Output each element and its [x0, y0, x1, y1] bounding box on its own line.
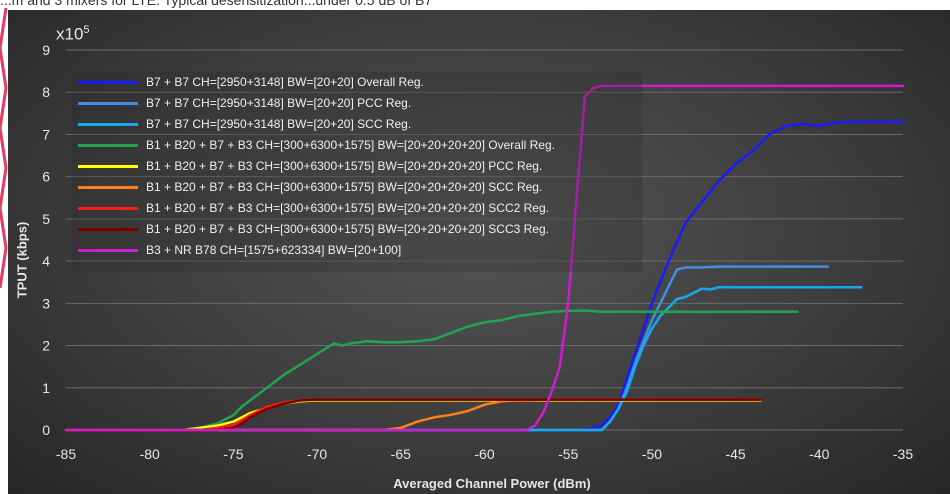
legend-swatch	[78, 101, 138, 105]
chart-legend: B7 + B7 CH=[2950+3148] BW=[20+20] Overal…	[72, 72, 642, 272]
y-axis-title: TPUT (kbps)	[12, 190, 32, 330]
series-line-4	[64, 309, 799, 432]
x-tick-label: -75	[223, 446, 243, 462]
chart-panel: 0 1 2 3 4 5 6 7 8 9 -85 -80 -75 -70 -65 -60 -55 -50 -45 -40…	[8, 10, 950, 494]
legend-label: B3 + NR B78 CH=[1575+623334] BW=[20+100]	[146, 243, 402, 257]
y-tick-label: 6	[42, 169, 50, 185]
series-line-2	[64, 265, 829, 432]
x-tick-label: -45	[725, 446, 745, 462]
y-axis-multiplier-exponent: 5	[83, 24, 90, 36]
x-tick-label: -35	[893, 446, 913, 462]
y-tick-label: 8	[42, 84, 50, 100]
legend-swatch	[78, 122, 138, 126]
legend-label: B7 + B7 CH=[2950+3148] BW=[20+20] PCC Re…	[146, 96, 412, 110]
y-tick-label: 4	[42, 253, 50, 269]
y-tick-label: 0	[42, 422, 50, 438]
series-line-1	[64, 120, 905, 432]
page-decoration	[0, 8, 8, 289]
legend-item: B1 + B20 + B7 + B3 CH=[300+6300+1575] BW…	[72, 135, 555, 155]
legend-swatch	[78, 164, 138, 168]
legend-item: B7 + B7 CH=[2950+3148] BW=[20+20] Overal…	[72, 72, 424, 92]
legend-swatch	[78, 80, 138, 84]
x-tick-label: -65	[391, 446, 411, 462]
legend-label: B1 + B20 + B7 + B3 CH=[300+6300+1575] BW…	[146, 222, 549, 236]
legend-swatch	[78, 143, 138, 147]
x-tick-label: -40	[809, 446, 829, 462]
series-line-7	[64, 398, 762, 432]
legend-swatch	[78, 227, 138, 231]
legend-label: B7 + B7 CH=[2950+3148] BW=[20+20] Overal…	[146, 75, 424, 89]
x-tick-label: -70	[307, 446, 327, 462]
y-tick-label: 1	[42, 380, 50, 396]
legend-item: B7 + B7 CH=[2950+3148] BW=[20+20] SCC Re…	[72, 114, 411, 134]
legend-item: B1 + B20 + B7 + B3 CH=[300+6300+1575] BW…	[72, 219, 549, 239]
legend-swatch	[78, 248, 138, 252]
legend-item: B1 + B20 + B7 + B3 CH=[300+6300+1575] BW…	[72, 177, 542, 197]
y-tick-label: 9	[42, 42, 50, 58]
x-tick-label: -60	[474, 446, 494, 462]
legend-label: B7 + B7 CH=[2950+3148] BW=[20+20] SCC Re…	[146, 117, 412, 131]
x-tick-label: -50	[642, 446, 662, 462]
y-axis-multiplier-base: x10	[56, 24, 84, 44]
y-axis-title-text: TPUT (kbps)	[14, 221, 30, 299]
x-tick-label: -85	[56, 446, 76, 462]
series-line-8	[64, 398, 762, 432]
series-line-3	[64, 286, 863, 432]
x-tick-label: -55	[558, 446, 578, 462]
y-axis-multiplier: x105	[56, 24, 90, 45]
legend-label: B1 + B20 + B7 + B3 CH=[300+6300+1575] BW…	[146, 159, 543, 173]
legend-item: B7 + B7 CH=[2950+3148] BW=[20+20] PCC Re…	[72, 93, 411, 113]
y-tick-label: 2	[42, 338, 50, 354]
y-tick-label: 3	[42, 295, 50, 311]
series-line-9	[64, 84, 905, 432]
legend-label: B1 + B20 + B7 + B3 CH=[300+6300+1575] BW…	[146, 180, 543, 194]
legend-label: B1 + B20 + B7 + B3 CH=[300+6300+1575] BW…	[146, 138, 555, 152]
legend-label: B1 + B20 + B7 + B3 CH=[300+6300+1575] BW…	[146, 201, 549, 215]
series-line-5	[64, 399, 762, 432]
legend-item: B1 + B20 + B7 + B3 CH=[300+6300+1575] BW…	[72, 198, 549, 218]
legend-item: B1 + B20 + B7 + B3 CH=[300+6300+1575] BW…	[72, 156, 542, 176]
line-chart: 0 1 2 3 4 5 6 7 8 9 -85 -80 -75 -70 -65 -60 -55 -50 -45 -40…	[42, 42, 913, 462]
x-tick-label: -80	[140, 446, 160, 462]
x-axis-title: Averaged Channel Power (dBm)	[393, 476, 591, 491]
series-line-6	[64, 398, 762, 432]
page-caption: ...m and 3 mixers for LTE. Typical desen…	[0, 0, 433, 8]
legend-swatch	[78, 185, 138, 189]
legend-swatch	[78, 206, 138, 210]
y-tick-label: 7	[42, 126, 50, 142]
y-tick-label: 5	[42, 211, 50, 227]
legend-item: B3 + NR B78 CH=[1575+623334] BW=[20+100]	[72, 240, 401, 260]
